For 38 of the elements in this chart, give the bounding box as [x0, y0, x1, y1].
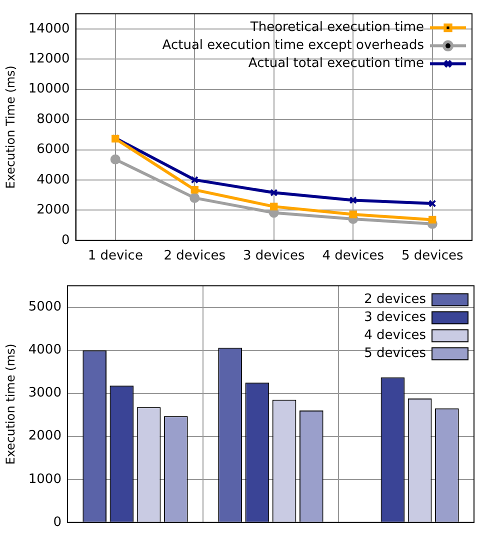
y-tick-label: 8000 [36, 112, 70, 127]
point [428, 200, 436, 208]
y-tick-label: 0 [61, 232, 70, 248]
y-tick-label: 10000 [28, 82, 70, 97]
x-tick-label: 3 devices [242, 248, 306, 264]
point [349, 196, 357, 204]
y-axis-title: Execution time (ms) [3, 344, 18, 465]
y-tick-label: 0 [53, 514, 62, 530]
y-tick-label: 6000 [36, 142, 70, 158]
point [110, 154, 120, 164]
legend-label: Actual total execution time [248, 56, 424, 72]
point [349, 210, 357, 218]
legend-label: Theoretical execution time [249, 20, 424, 36]
y-tick-label: 2000 [28, 428, 62, 444]
legend-label: 5 devices [364, 346, 426, 362]
x-tick-label: 5 devices [401, 248, 464, 264]
point [190, 186, 198, 194]
y-tick-label: 14000 [28, 21, 70, 36]
point [190, 192, 200, 203]
y-tick-label: 3000 [28, 386, 62, 401]
y-axis-title: Execution Time (ms) [3, 66, 18, 189]
y-tick-label: 4000 [28, 342, 62, 358]
point [270, 202, 278, 210]
legend-label: 4 devices [364, 328, 426, 344]
y-tick-label: 5000 [28, 300, 62, 315]
x-tick-label: 4 devices [322, 248, 384, 264]
point [190, 176, 198, 184]
point [270, 188, 278, 196]
legend-label: 2 devices [364, 292, 426, 308]
y-tick-label: 12000 [28, 51, 70, 66]
y-tick-label: 1000 [28, 472, 62, 487]
legend-label: Actual execution time except overheads [162, 38, 424, 54]
point [428, 216, 436, 224]
y-tick-label: 2000 [36, 202, 70, 218]
legend-label: 3 devices [364, 310, 426, 326]
x-tick-label: 2 devices [164, 248, 226, 264]
x-tick-label: 1 device [88, 248, 143, 264]
y-tick-label: 4000 [36, 172, 70, 188]
